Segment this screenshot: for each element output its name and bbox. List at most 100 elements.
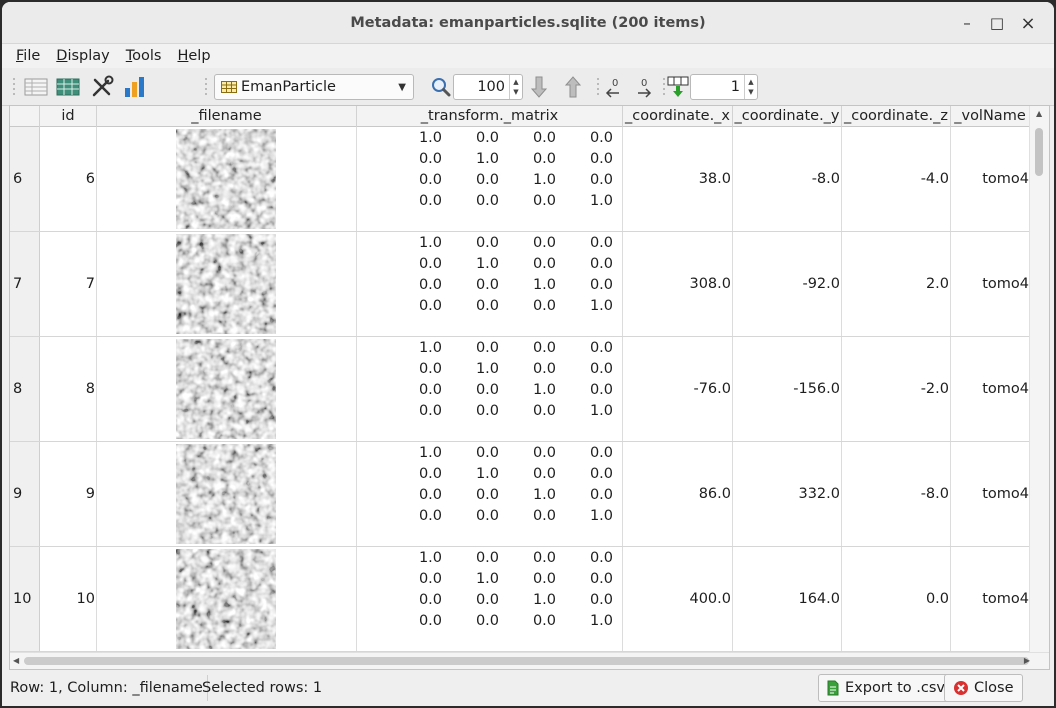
goto-row-spinbox[interactable]: 1 ▲ ▼ — [690, 74, 758, 100]
goto-row-icon[interactable] — [666, 73, 690, 101]
header-coordinate-x[interactable]: _coordinate._x — [623, 106, 733, 127]
matrix-value: 0.0 — [475, 592, 499, 608]
vertical-scroll-thumb[interactable] — [1035, 128, 1043, 176]
matrix-value: 0.0 — [589, 466, 613, 482]
table-row[interactable]: 6 6 1.0 0.0 0.0 0.0 0.0 1.0 0.0 0.0 0.0 0.0 1.0 0.0 0.… — [10, 127, 1030, 232]
metadata-table[interactable]: id _filename _transform._matrix _coordin… — [9, 105, 1050, 670]
header-coordinate-z[interactable]: _coordinate._z — [842, 106, 951, 127]
scroll-right-icon[interactable]: ▶ — [1023, 656, 1030, 665]
table-row[interactable]: 8 8 1.0 0.0 0.0 0.0 0.0 1.0 0.0 0.0 0.0 0.0 1.0 0.0 0.… — [10, 337, 1030, 442]
minimize-button[interactable]: – — [963, 14, 971, 32]
header-filename[interactable]: _filename — [97, 106, 357, 127]
filename-cell[interactable] — [97, 442, 357, 546]
coordinate-x-cell[interactable]: -76.0 — [623, 337, 733, 441]
coordinate-y-cell[interactable]: 164.0 — [733, 547, 842, 651]
go-first-icon[interactable]: 0 — [602, 73, 624, 101]
matrix-grid: 1.0 0.0 0.0 0.0 0.0 1.0 0.0 0.0 0.0 0.0 1.0 0.0 0.0 0… — [385, 338, 613, 422]
table-selector-combo[interactable]: EmanParticle ▼ — [214, 74, 414, 100]
id-cell[interactable]: 8 — [40, 337, 97, 441]
matrix-value: 1.0 — [418, 130, 442, 146]
menu-help[interactable]: Help — [177, 48, 211, 64]
matrix-value: 1.0 — [475, 256, 499, 272]
matrix-row: 0.0 0.0 0.0 1.0 — [385, 191, 613, 212]
coordinate-x-cell[interactable]: 308.0 — [623, 232, 733, 336]
coordinate-y-cell[interactable]: -92.0 — [733, 232, 842, 336]
header-volname[interactable]: _volName — [951, 106, 1030, 127]
coordinate-z-cell[interactable]: 2.0 — [842, 232, 951, 336]
zoom-spin-arrows[interactable]: ▲ ▼ — [509, 75, 522, 99]
menu-tools[interactable]: Tools — [125, 48, 162, 64]
coordinate-z-cell[interactable]: 0.0 — [842, 547, 951, 651]
coordinate-y-cell[interactable]: -8.0 — [733, 127, 842, 231]
coordinate-z-cell[interactable]: -4.0 — [842, 127, 951, 231]
scroll-left-icon[interactable]: ◀ — [13, 656, 20, 665]
matrix-row: 1.0 0.0 0.0 0.0 — [385, 548, 613, 569]
filename-cell[interactable] — [97, 337, 357, 441]
move-down-icon[interactable] — [528, 73, 550, 101]
corner-header[interactable] — [10, 106, 40, 127]
table-row[interactable]: 7 7 1.0 0.0 0.0 0.0 0.0 1.0 0.0 0.0 0.0 0.0 1.0 0.0 0.… — [10, 232, 1030, 337]
maximize-button[interactable]: □ — [989, 14, 1005, 32]
transform-matrix-cell[interactable]: 1.0 0.0 0.0 0.0 0.0 1.0 0.0 0.0 0.0 0.0 1.0 0.0 0.0 0… — [357, 547, 623, 651]
matrix-grid: 1.0 0.0 0.0 0.0 0.0 1.0 0.0 0.0 0.0 0.0 1.0 0.0 0.0 0… — [385, 233, 613, 317]
volname-cell[interactable]: tomo4 — [982, 276, 1029, 292]
vertical-scrollbar[interactable]: ▲ — [1029, 106, 1049, 653]
transform-matrix-cell[interactable]: 1.0 0.0 0.0 0.0 0.0 1.0 0.0 0.0 0.0 0.0 1.0 0.0 0.0 0… — [357, 442, 623, 546]
row-header[interactable]: 6 — [10, 127, 40, 231]
table-row[interactable]: 10 10 1.0 0.0 0.0 0.0 0.0 1.0 0.0 0.0 0.0 0.0 1.0 0.0… — [10, 547, 1030, 652]
plot-icon[interactable] — [120, 73, 148, 101]
tools-icon[interactable] — [88, 73, 116, 101]
goto-spin-arrows[interactable]: ▲ ▼ — [744, 75, 757, 99]
filename-cell[interactable] — [97, 232, 357, 336]
id-cell[interactable]: 9 — [40, 442, 97, 546]
horizontal-scroll-thumb[interactable] — [24, 657, 1029, 665]
row-header[interactable]: 10 — [10, 547, 40, 651]
volname-cell[interactable]: tomo4 — [982, 381, 1029, 397]
table-icon — [221, 81, 237, 93]
coordinate-x-cell[interactable]: 38.0 — [623, 127, 733, 231]
coordinate-z-cell[interactable]: -8.0 — [842, 442, 951, 546]
filename-cell[interactable] — [97, 547, 357, 651]
export-csv-button[interactable]: Export to .csv — [818, 674, 954, 702]
matrix-value: 0.0 — [589, 130, 613, 146]
matrix-row: 0.0 0.0 1.0 0.0 — [385, 590, 613, 611]
coordinate-z-cell[interactable]: -2.0 — [842, 337, 951, 441]
id-cell[interactable]: 6 — [40, 127, 97, 231]
matrix-value: 1.0 — [589, 193, 613, 209]
transform-matrix-cell[interactable]: 1.0 0.0 0.0 0.0 0.0 1.0 0.0 0.0 0.0 0.0 1.0 0.0 0.0 0… — [357, 337, 623, 441]
header-coordinate-y[interactable]: _coordinate._y — [733, 106, 842, 127]
scroll-up-icon[interactable]: ▲ — [1036, 109, 1043, 118]
move-up-icon[interactable] — [562, 73, 584, 101]
volname-cell[interactable]: tomo4 — [982, 591, 1029, 607]
menu-file[interactable]: File — [16, 48, 41, 64]
close-window-button[interactable]: × — [1020, 12, 1036, 34]
volname-cell[interactable]: tomo4 — [982, 171, 1029, 187]
transform-matrix-cell[interactable]: 1.0 0.0 0.0 0.0 0.0 1.0 0.0 0.0 0.0 0.0 1.0 0.0 0.0 0… — [357, 232, 623, 336]
transform-matrix-cell[interactable]: 1.0 0.0 0.0 0.0 0.0 1.0 0.0 0.0 0.0 0.0 1.0 0.0 0.0 0… — [357, 127, 623, 231]
title-bar: Metadata: emanparticles.sqlite (200 item… — [2, 2, 1054, 44]
header-id[interactable]: id — [40, 106, 97, 127]
zoom-spinbox[interactable]: 100 ▲ ▼ — [453, 74, 523, 100]
table-header: id _filename _transform._matrix _coordin… — [10, 106, 1030, 127]
coordinate-x-cell[interactable]: 86.0 — [623, 442, 733, 546]
id-cell[interactable]: 7 — [40, 232, 97, 336]
row-header[interactable]: 9 — [10, 442, 40, 546]
matrix-value: 0.0 — [418, 256, 442, 272]
row-header[interactable]: 7 — [10, 232, 40, 336]
filename-cell[interactable] — [97, 127, 357, 231]
id-cell[interactable]: 10 — [40, 547, 97, 651]
volname-cell[interactable]: tomo4 — [982, 486, 1029, 502]
coordinate-x-cell[interactable]: 400.0 — [623, 547, 733, 651]
horizontal-scrollbar[interactable]: ◀ ▶ — [10, 652, 1049, 669]
table-view-icon[interactable] — [22, 73, 50, 101]
go-last-icon[interactable]: 0 — [634, 73, 656, 101]
header-transform-matrix[interactable]: _transform._matrix — [357, 106, 623, 127]
row-header[interactable]: 8 — [10, 337, 40, 441]
table-row[interactable]: 9 9 1.0 0.0 0.0 0.0 0.0 1.0 0.0 0.0 0.0 0.0 1.0 0.0 0.… — [10, 442, 1030, 547]
coordinate-y-cell[interactable]: 332.0 — [733, 442, 842, 546]
matrix-value: 0.0 — [589, 592, 613, 608]
coordinate-y-cell[interactable]: -156.0 — [733, 337, 842, 441]
close-button[interactable]: Close — [944, 674, 1023, 702]
menu-display[interactable]: Display — [56, 48, 110, 64]
gallery-view-icon[interactable] — [54, 73, 82, 101]
